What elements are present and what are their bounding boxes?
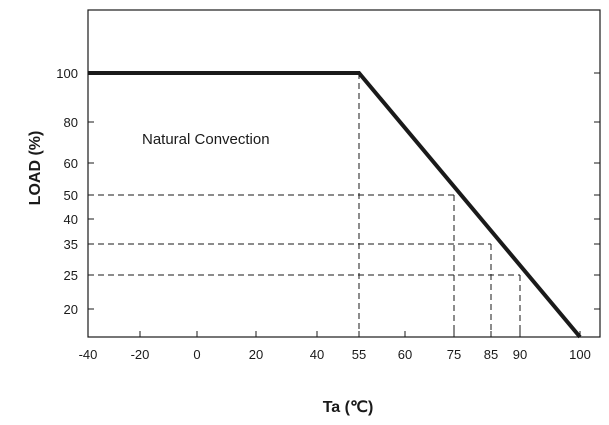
y-tick-label: 50: [64, 188, 78, 203]
x-tick-label: 55: [352, 347, 366, 362]
x-tick-label: -20: [131, 347, 150, 362]
x-tick-label: 20: [249, 347, 263, 362]
x-tick-label: 0: [193, 347, 200, 362]
y-axis-ticks: [88, 72, 600, 310]
y-tick-label: 80: [64, 115, 78, 130]
y-tick-label: 35: [64, 237, 78, 252]
y-tick-label: 60: [64, 156, 78, 171]
x-tick-label: 60: [398, 347, 412, 362]
reference-lines: [88, 73, 521, 337]
y-axis-title: LOAD (%): [27, 131, 44, 206]
y-tick-label: 100: [56, 66, 78, 81]
x-axis-ticks: [87, 331, 581, 337]
annotation-natural-convection: Natural Convection: [142, 131, 270, 148]
x-tick-label: 100: [569, 347, 591, 362]
y-tick-label: 40: [64, 212, 78, 227]
y-axis-tick-labels: 100 80 60 50 40 35 25 20: [56, 66, 78, 317]
x-tick-label: 90: [513, 347, 527, 362]
x-axis-title: Ta (℃): [323, 399, 374, 416]
y-tick-label: 20: [64, 302, 78, 317]
x-tick-label: 85: [484, 347, 498, 362]
plot-frame: [87, 9, 601, 338]
y-tick-label: 25: [64, 268, 78, 283]
series-layer: [88, 71, 582, 339]
x-tick-label: 75: [447, 347, 461, 362]
x-tick-label: 40: [310, 347, 324, 362]
x-tick-label: -40: [79, 347, 98, 362]
derating-curve: [88, 71, 582, 339]
x-axis-tick-labels: -40 -20 0 20 40 55 60 75 85 90 100: [79, 347, 591, 362]
